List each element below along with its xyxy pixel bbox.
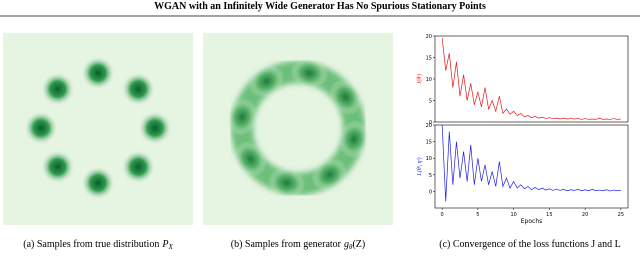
y-tick-label: 5 xyxy=(429,99,432,105)
blob xyxy=(226,98,258,136)
caption-subscript: θ xyxy=(349,243,353,251)
blob xyxy=(234,141,267,177)
x-tick-label: 0 xyxy=(441,212,444,218)
x-tick-label: 20 xyxy=(582,212,588,218)
paper-title: WGAN with an Infinitely Wide Generator H… xyxy=(154,1,486,12)
x-tick-label: 25 xyxy=(618,212,624,218)
blobs-b xyxy=(226,57,370,199)
caption-symbol: g xyxy=(344,239,349,250)
y-tick-label: 20 xyxy=(426,123,432,129)
y-tick-label: 5 xyxy=(429,173,432,179)
x-axis-label: Epochs xyxy=(521,218,543,225)
blob xyxy=(121,149,156,184)
x-tick-label: 5 xyxy=(476,212,479,218)
caption: (b) Samples from generator gθ(Z) xyxy=(231,239,365,251)
blob xyxy=(138,111,172,145)
y-tick-label: 10 xyxy=(426,77,432,83)
blob xyxy=(311,158,348,192)
caption-text: (a) Samples from true distribution xyxy=(23,239,159,250)
y-axis-label: L(θᵗ, ηᵗ) xyxy=(416,157,423,176)
captions: (a) Samples from true distribution PX (b) … xyxy=(23,239,620,251)
y-tick-label: 10 xyxy=(426,156,432,162)
x-tick-label: 15 xyxy=(546,212,552,218)
caption-text: (c) Convergence of the loss functions J … xyxy=(439,239,620,250)
caption: (c) Convergence of the loss functions J … xyxy=(439,239,620,250)
y-tick-label: 15 xyxy=(426,140,432,146)
blob xyxy=(40,72,75,107)
axes-frame xyxy=(434,124,629,209)
blob xyxy=(248,64,285,98)
blob xyxy=(24,111,58,145)
blob xyxy=(121,72,156,107)
loss-line xyxy=(441,38,621,120)
blob xyxy=(329,79,362,115)
caption: (a) Samples from true distribution PX xyxy=(23,239,173,251)
loss-line xyxy=(441,125,621,202)
blob xyxy=(81,166,115,200)
y-tick-label: 0 xyxy=(429,120,432,126)
y-tick-label: 15 xyxy=(426,56,432,62)
blob xyxy=(338,120,370,158)
caption-symbol: P xyxy=(161,239,168,250)
y-tick-label: 0 xyxy=(429,189,432,195)
blob xyxy=(40,149,75,184)
caption-text: (b) Samples from generator xyxy=(231,239,342,250)
y-axis-label: J(θᵗ) xyxy=(416,74,423,85)
y-tick-label: 20 xyxy=(426,34,432,40)
caption-suffix: (Z) xyxy=(352,239,365,250)
blob xyxy=(290,57,329,89)
blob xyxy=(267,167,306,199)
axes-frame xyxy=(434,35,629,123)
blob xyxy=(81,56,115,90)
x-tick-label: 10 xyxy=(510,212,516,218)
caption-subscript: X xyxy=(167,243,173,251)
blobs-a xyxy=(24,56,172,200)
